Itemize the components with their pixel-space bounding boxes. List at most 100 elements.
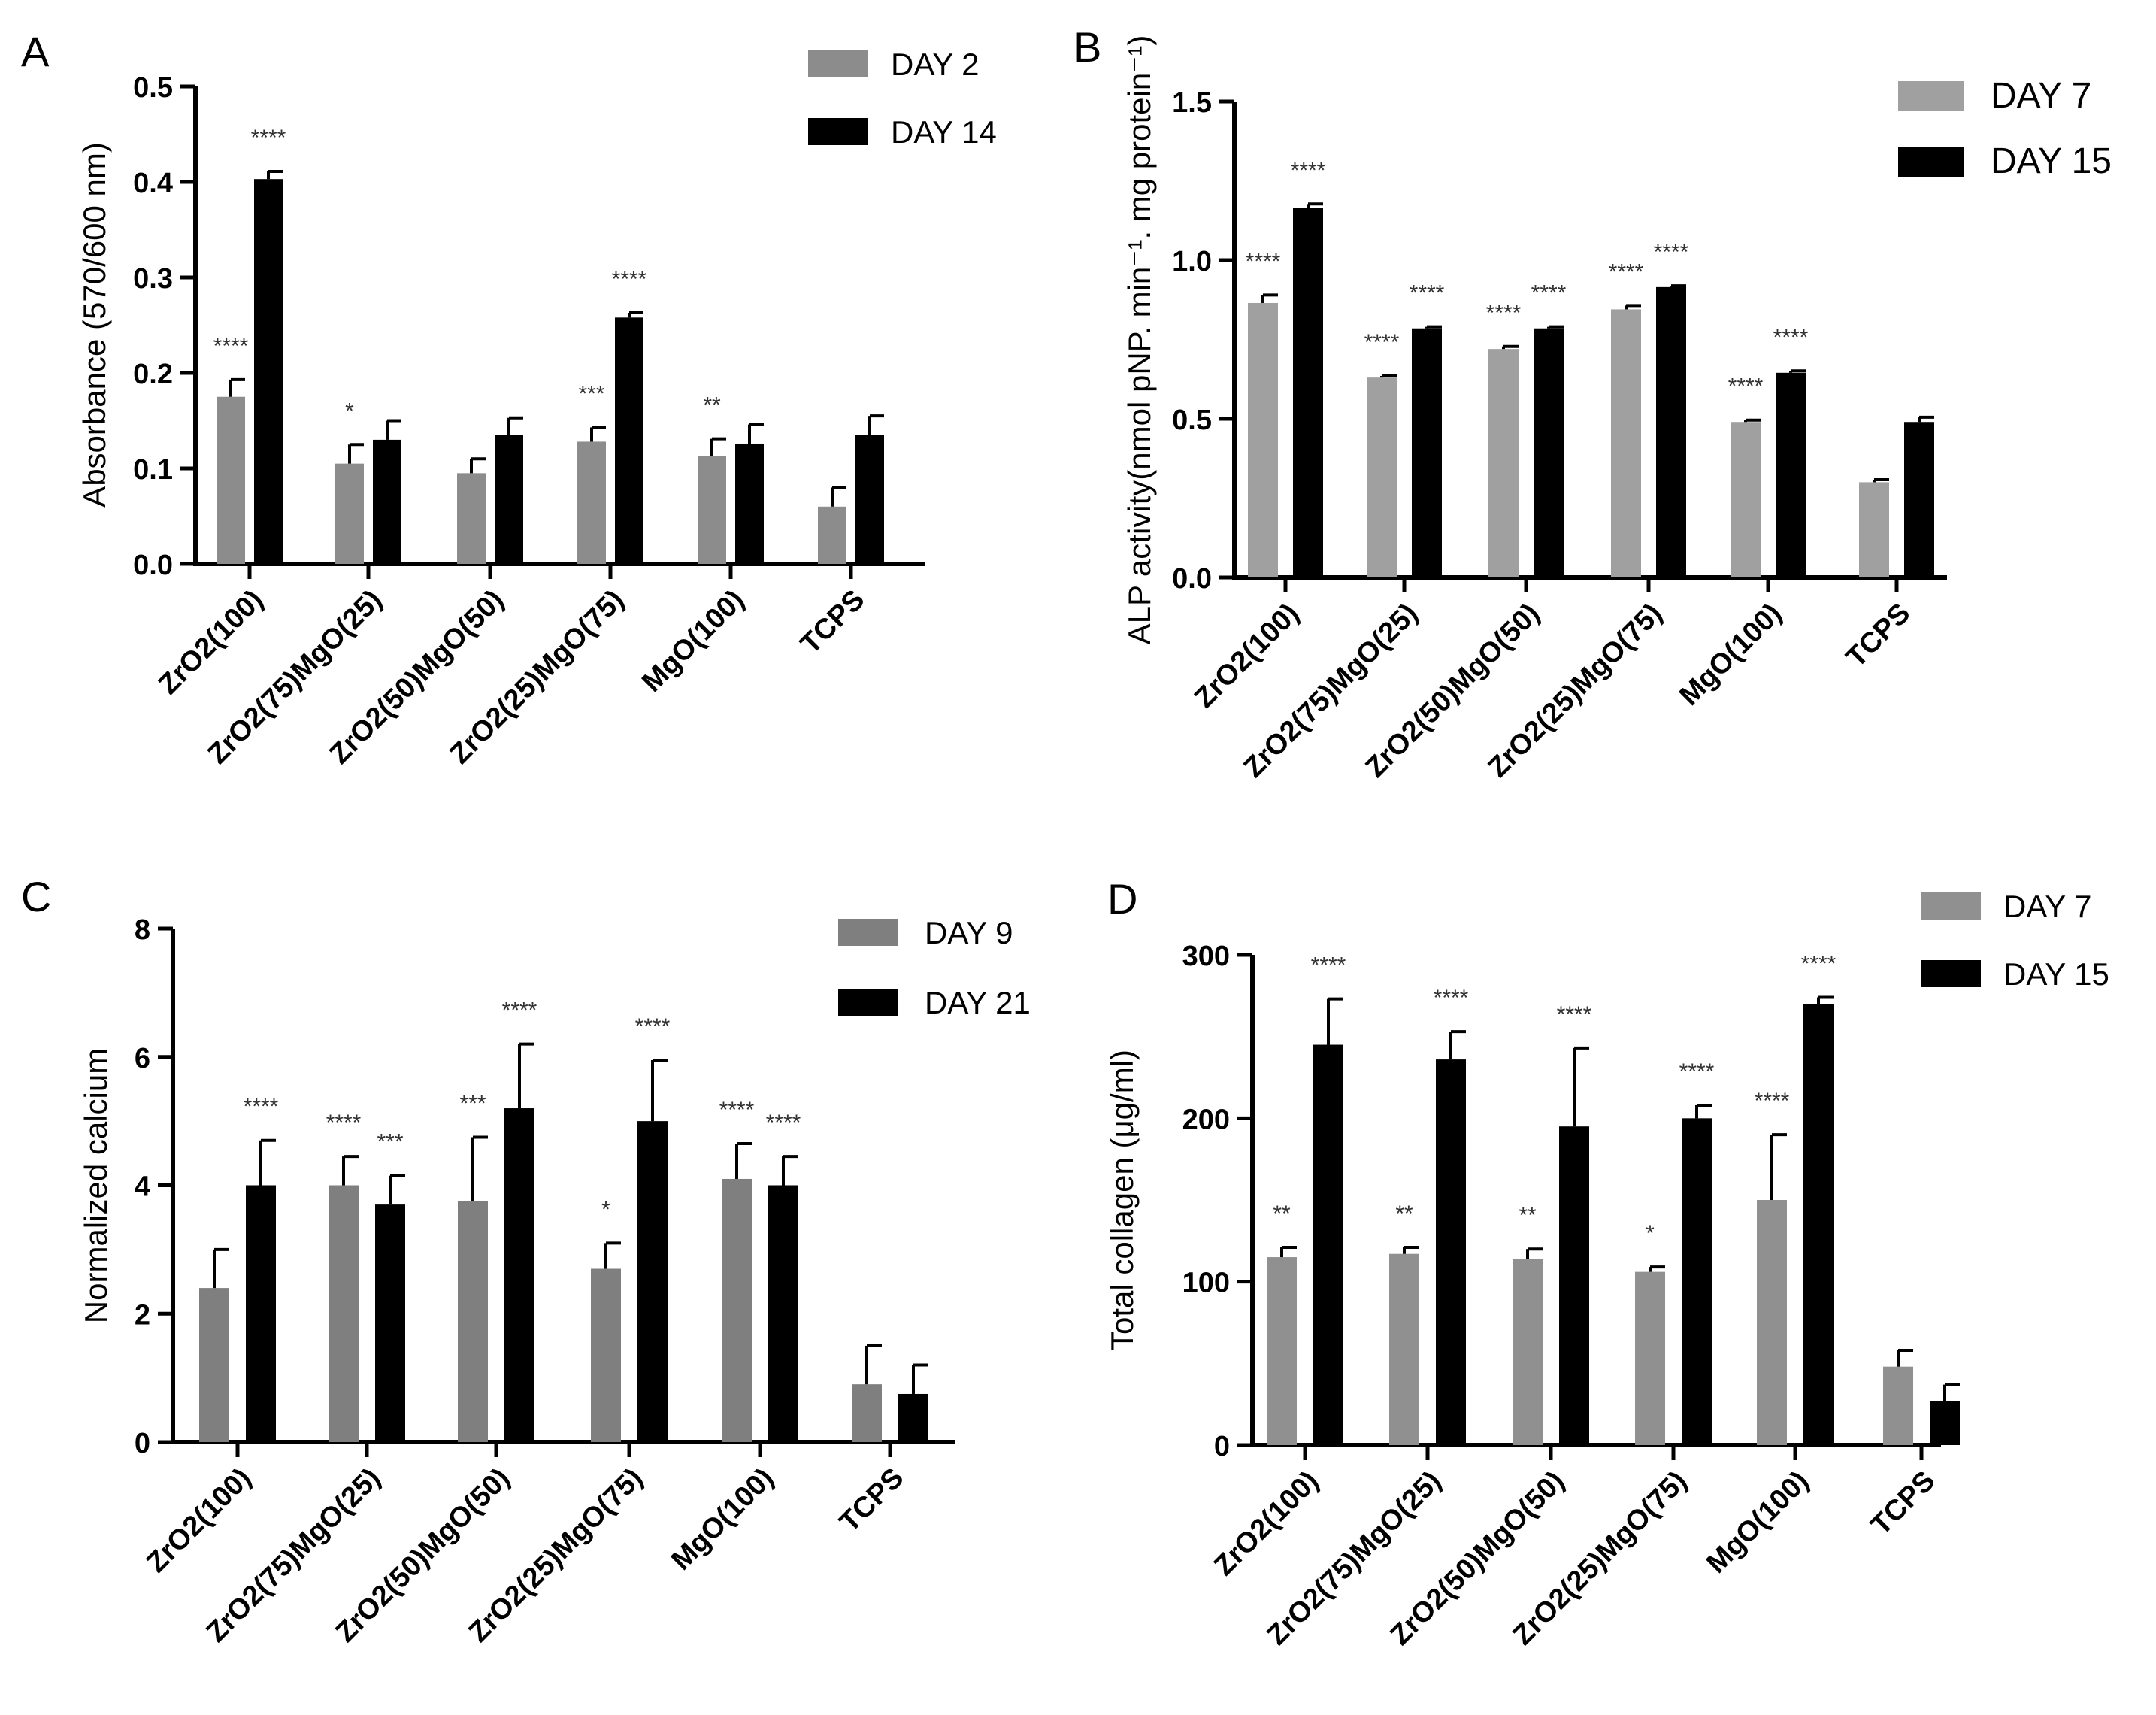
significance-label: ****: [1773, 325, 1809, 350]
bar: [1389, 1253, 1419, 1445]
significance-label: ****: [213, 334, 249, 359]
bar: [1904, 422, 1934, 577]
y-tick-label: 200: [1182, 1104, 1230, 1135]
significance-label: ****: [1434, 986, 1469, 1011]
significance-label: *: [1646, 1221, 1655, 1246]
x-tick-label: TCPS: [795, 584, 871, 660]
significance-label: ****: [1486, 301, 1522, 326]
bar: [1412, 328, 1442, 577]
y-axis-label: ALP activity(nmol pNP. min⁻¹. mg protein…: [1122, 35, 1157, 645]
y-tick-label: 0.3: [133, 263, 173, 295]
bar: [855, 435, 884, 564]
bar: [1859, 482, 1889, 577]
significance-label: ****: [502, 998, 537, 1023]
bar: [852, 1384, 882, 1442]
bar: [1731, 422, 1761, 577]
x-tick-label: ZrO2(100): [153, 584, 269, 701]
significance-label: ****: [1311, 953, 1346, 978]
bar: [615, 317, 643, 564]
significance-label: **: [1273, 1201, 1291, 1226]
significance-label: **: [703, 393, 721, 418]
significance-label: ***: [578, 381, 604, 406]
bar: [768, 1185, 798, 1442]
bar: [1267, 1257, 1297, 1445]
bar: [1367, 377, 1397, 577]
bar: [1534, 328, 1564, 577]
significance-label: ****: [1609, 259, 1644, 284]
significance-label: ****: [1801, 952, 1837, 977]
bar: [335, 463, 364, 564]
bar: [1757, 1200, 1787, 1445]
y-tick-label: 0.5: [1172, 405, 1212, 436]
bar: [246, 1185, 276, 1442]
bar: [1488, 349, 1519, 577]
panel-A: A 0.0 0.1 0.2 0.3 0.4 0.5 Absorbance (570/600 n…: [21, 28, 925, 770]
legend-B: DAY 7 DAY 15: [1898, 76, 2112, 181]
bar: [818, 506, 846, 564]
panel-letter: C: [21, 873, 51, 920]
y-tick-label: 0.0: [133, 550, 173, 581]
bar: [637, 1121, 668, 1442]
significance-label: ****: [1557, 1002, 1592, 1027]
x-tick-label: TCPS: [834, 1462, 910, 1538]
legend-label: DAY 15: [1991, 141, 2112, 181]
legend-swatch: [838, 989, 898, 1016]
x-tick-label: ZrO2(100): [1208, 1465, 1325, 1582]
bar: [1248, 302, 1278, 577]
significance-label: ****: [251, 126, 286, 150]
x-tick-label: TCPS: [1865, 1465, 1941, 1541]
bar: [1803, 1004, 1834, 1445]
y-tick-label: 2: [135, 1299, 150, 1331]
legend-swatch: [838, 919, 898, 946]
y-axis-label: Normalized calcium: [78, 1048, 114, 1323]
significance-label: *: [601, 1197, 610, 1222]
significance-label: ****: [1531, 281, 1567, 306]
legend-swatch: [808, 50, 868, 77]
y-tick-label: 1.0: [1172, 246, 1212, 277]
bar: [217, 396, 245, 564]
bar: [1293, 208, 1323, 577]
significance-label: ****: [612, 267, 647, 292]
y-tick-label: 8: [135, 914, 150, 946]
bar: [199, 1288, 229, 1442]
y-tick-label: 0.1: [133, 454, 173, 486]
significance-label: ****: [1654, 240, 1689, 265]
bar: [735, 443, 764, 564]
legend-C: DAY 9 DAY 21: [838, 915, 1031, 1020]
bar: [722, 1178, 752, 1442]
bar: [254, 179, 283, 564]
bar: [698, 456, 726, 564]
bar: [375, 1204, 405, 1442]
y-tick-label: 100: [1182, 1268, 1230, 1299]
bar: [504, 1108, 534, 1442]
bar: [1313, 1044, 1343, 1445]
panel-letter: D: [1107, 875, 1137, 923]
y-tick-label: 0.4: [133, 168, 173, 199]
panel-letter: B: [1073, 23, 1101, 71]
legend-label: DAY 7: [2003, 889, 2092, 924]
legend-swatch: [808, 118, 868, 145]
bar: [458, 1201, 488, 1442]
bar: [1635, 1271, 1665, 1445]
significance-label: ****: [1679, 1059, 1715, 1084]
bar: [577, 441, 606, 564]
significance-label: ****: [326, 1111, 362, 1135]
y-axis-label: Total collagen (μg/ml): [1104, 1050, 1140, 1350]
legend-label: DAY 21: [925, 985, 1031, 1020]
bar: [1436, 1059, 1466, 1445]
legend-label: DAY 14: [891, 114, 997, 150]
bar: [1776, 372, 1806, 577]
significance-label: ****: [1364, 330, 1400, 355]
significance-label: **: [1519, 1203, 1537, 1228]
significance-label: ****: [635, 1014, 671, 1039]
legend-swatch: [1898, 147, 1964, 177]
y-tick-label: 0.0: [1172, 563, 1212, 595]
bar: [1513, 1259, 1543, 1445]
significance-label: ****: [766, 1111, 801, 1135]
x-tick-label: MgO(100): [1673, 598, 1788, 712]
y-tick-label: 300: [1182, 941, 1230, 972]
bar: [898, 1393, 928, 1442]
x-tick-label: ZrO2(100): [1189, 598, 1305, 714]
